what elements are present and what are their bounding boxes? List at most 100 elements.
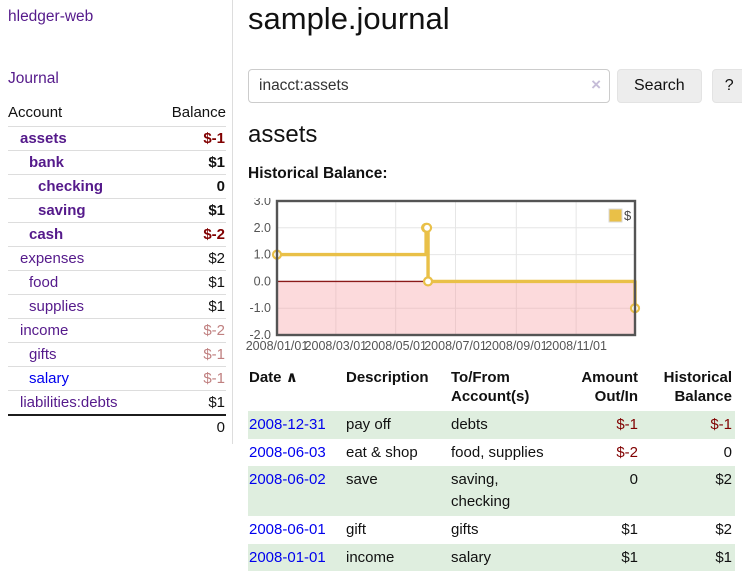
account-link-expenses[interactable]: expenses <box>20 250 85 267</box>
account-row: supplies $1 <box>8 294 226 319</box>
account-link-salary[interactable]: salary <box>29 370 70 387</box>
historical-balance-header: Historical Balance <box>663 368 732 406</box>
account-link-bank[interactable]: bank <box>29 154 65 171</box>
svg-text:1.0: 1.0 <box>254 247 271 261</box>
transaction-amount: 0 <box>629 471 638 489</box>
transaction-description: income <box>346 548 395 566</box>
account-row: cash $-2 <box>8 222 226 247</box>
transaction-balance: $-1 <box>710 415 732 433</box>
account-link-supplies[interactable]: supplies <box>29 298 85 315</box>
account-row: saving $1 <box>8 198 226 223</box>
sort-by-date-header[interactable]: Date ∧ <box>249 368 298 386</box>
svg-text:0.0: 0.0 <box>254 274 271 288</box>
svg-text:-2.0: -2.0 <box>249 328 271 342</box>
account-balance: $1 <box>153 294 226 319</box>
clear-search-icon[interactable]: × <box>591 75 601 95</box>
transaction-description: eat & shop <box>346 443 418 461</box>
register-row: 2008-01-01 income salary $1 $1 <box>248 543 735 572</box>
amount-header: Amount Out/In <box>581 368 638 406</box>
svg-text:-1.0: -1.0 <box>249 301 271 315</box>
register-row: 2008-06-01 gift gifts $1 $2 <box>248 516 735 544</box>
account-row: bank $1 <box>8 150 226 175</box>
account-row: gifts $-1 <box>8 342 226 367</box>
sort-ascending-icon: ∧ <box>285 368 298 386</box>
account-link-liabilities-debts[interactable]: liabilities:debts <box>20 394 118 411</box>
accounts-total-value: 0 <box>153 414 226 439</box>
account-link-checking[interactable]: checking <box>38 178 104 195</box>
account-row: liabilities:debts $1 <box>8 390 226 415</box>
svg-text:2008/11/01: 2008/11/01 <box>545 339 607 353</box>
transaction-balance: $2 <box>715 520 732 538</box>
svg-text:2.0: 2.0 <box>254 221 271 235</box>
account-row: income $-2 <box>8 318 226 343</box>
transaction-date-link[interactable]: 2008-12-31 <box>249 415 326 433</box>
transaction-date-link[interactable]: 2008-06-03 <box>249 443 326 461</box>
svg-text:2008/05/01: 2008/05/01 <box>364 339 427 353</box>
transaction-balance: $1 <box>715 548 732 566</box>
account-link-gifts[interactable]: gifts <box>29 346 57 363</box>
transaction-date-link[interactable]: 2008-06-02 <box>249 471 326 489</box>
transaction-accounts: debts <box>451 415 488 433</box>
account-balance: $-1 <box>153 126 226 151</box>
svg-text:2008/03/01: 2008/03/01 <box>305 339 368 353</box>
main-content: sample.journal × Search ? assets Histori… <box>246 0 742 572</box>
register-row: 2008-06-03 eat & shop food, supplies $-2… <box>248 439 735 467</box>
svg-text:2008/07/01: 2008/07/01 <box>424 339 487 353</box>
register-row: 2008-12-31 pay off debts $-1 $-1 <box>248 410 735 439</box>
transaction-amount: $-2 <box>616 443 638 461</box>
account-link-saving[interactable]: saving <box>38 202 86 219</box>
accounts-total-row: 0 <box>8 414 226 439</box>
transaction-balance: 0 <box>723 443 732 461</box>
account-row: food $1 <box>8 270 226 295</box>
account-balance: $1 <box>153 390 226 415</box>
register-row: 2008-06-02 save saving, checking 0 $2 <box>248 466 735 516</box>
transaction-date-link[interactable]: 2008-06-01 <box>249 520 326 538</box>
svg-text:$: $ <box>624 208 632 223</box>
search-form: × Search ? <box>248 69 742 104</box>
chart-canvas: 3.0 2.0 1.0 0.0 -1.0 -2.02008/01/012008/03/01… <box>246 194 641 353</box>
transaction-description: save <box>346 471 378 489</box>
account-balance: $2 <box>153 246 226 271</box>
transaction-date-link[interactable]: 2008-01-01 <box>249 548 326 566</box>
balance-column-header: Balance <box>171 104 226 121</box>
accounts-header-row: Account Balance <box>8 102 226 127</box>
account-column-header: Account <box>8 104 63 121</box>
account-page-title: assets <box>248 121 318 149</box>
register-table: Date ∧ Description To/From Account(s) Amo… <box>248 366 735 572</box>
transaction-balance: $2 <box>715 471 732 489</box>
sidebar-item-journal[interactable]: Journal <box>8 70 59 87</box>
transaction-description: gift <box>346 520 367 538</box>
transaction-amount: $-1 <box>616 415 638 433</box>
chart-title: Historical Balance: <box>248 164 388 182</box>
account-balance: $1 <box>153 198 226 223</box>
svg-text:3.0: 3.0 <box>254 198 271 208</box>
transaction-accounts: food, supplies <box>451 443 544 461</box>
account-balance: $1 <box>153 270 226 295</box>
sidebar: hledger-web Journal Account Balance asse… <box>0 0 233 444</box>
help-button[interactable]: ? <box>711 69 742 104</box>
account-row: checking 0 <box>8 174 226 199</box>
historical-balance-chart: 3.0 2.0 1.0 0.0 -1.0 -2.0 2008/01/01 2008/03/01… <box>243 194 742 359</box>
register-header-row: Date ∧ Description To/From Account(s) Amo… <box>248 366 735 411</box>
tofrom-header: To/From Account(s) <box>451 368 530 406</box>
account-balance: $-2 <box>153 318 226 343</box>
description-header: Description <box>346 368 429 386</box>
transaction-accounts: salary <box>451 548 492 566</box>
account-link-assets[interactable]: assets <box>20 130 67 147</box>
account-balance: 0 <box>153 174 226 199</box>
account-row: salary $-1 <box>8 366 226 391</box>
account-balance: $-1 <box>153 366 226 391</box>
transaction-amount: $1 <box>621 548 638 566</box>
search-input[interactable] <box>248 69 610 104</box>
search-button[interactable]: Search <box>617 69 702 104</box>
transaction-amount: $1 <box>621 520 638 538</box>
account-link-food[interactable]: food <box>29 274 59 291</box>
account-link-income[interactable]: income <box>20 322 69 339</box>
account-link-cash[interactable]: cash <box>29 226 64 243</box>
account-balance: $-1 <box>153 342 226 367</box>
transaction-accounts: saving, checking <box>451 471 511 511</box>
page-title: sample.journal <box>248 1 450 36</box>
accounts-table: Account Balance assets $-1 bank $1 check… <box>8 102 226 439</box>
account-balance: $-2 <box>153 222 226 247</box>
brand-link[interactable]: hledger-web <box>8 8 94 25</box>
